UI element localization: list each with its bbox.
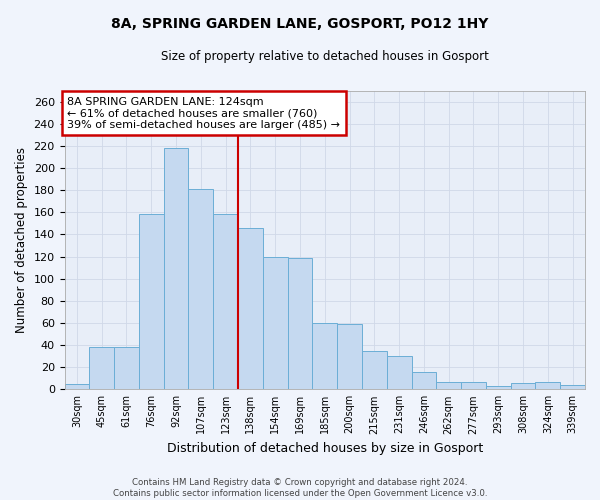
Bar xyxy=(139,214,164,390)
Bar xyxy=(89,348,114,390)
Bar xyxy=(511,382,535,390)
Bar xyxy=(238,228,263,390)
Title: Size of property relative to detached houses in Gosport: Size of property relative to detached ho… xyxy=(161,50,489,63)
Bar xyxy=(387,356,412,390)
Bar xyxy=(535,382,560,390)
Bar xyxy=(412,372,436,390)
Bar xyxy=(164,148,188,390)
Bar xyxy=(436,382,461,390)
Text: 8A, SPRING GARDEN LANE, GOSPORT, PO12 1HY: 8A, SPRING GARDEN LANE, GOSPORT, PO12 1H… xyxy=(112,18,488,32)
X-axis label: Distribution of detached houses by size in Gosport: Distribution of detached houses by size … xyxy=(167,442,483,455)
Bar xyxy=(337,324,362,390)
Text: 8A SPRING GARDEN LANE: 124sqm
← 61% of detached houses are smaller (760)
39% of : 8A SPRING GARDEN LANE: 124sqm ← 61% of d… xyxy=(67,96,340,130)
Bar xyxy=(461,382,486,390)
Y-axis label: Number of detached properties: Number of detached properties xyxy=(15,147,28,333)
Bar xyxy=(313,323,337,390)
Bar xyxy=(213,214,238,390)
Bar xyxy=(114,348,139,390)
Bar xyxy=(560,385,585,390)
Bar xyxy=(287,258,313,390)
Bar xyxy=(65,384,89,390)
Bar xyxy=(362,350,387,390)
Text: Contains HM Land Registry data © Crown copyright and database right 2024.
Contai: Contains HM Land Registry data © Crown c… xyxy=(113,478,487,498)
Bar xyxy=(188,189,213,390)
Bar xyxy=(263,256,287,390)
Bar xyxy=(486,386,511,390)
